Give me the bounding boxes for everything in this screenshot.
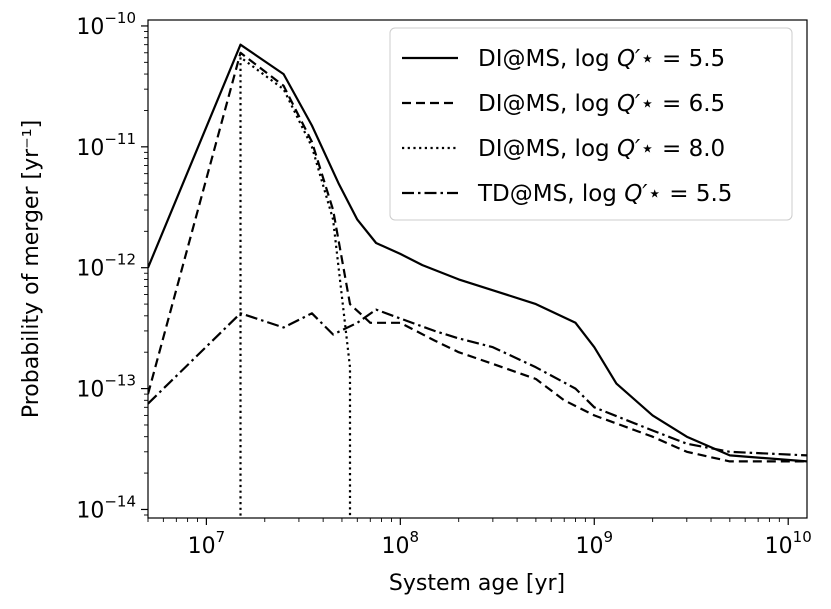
plot-frame [147,19,808,519]
x-axis-label: System age [yr] [389,571,565,596]
legend-label: DI@MS, log Q′⋆ = 8.0 [478,136,725,162]
y-tick-label: 10−13 [76,372,136,403]
y-tick-label: 10−11 [76,130,136,161]
series-line-dashdot [148,308,807,457]
x-tick-label: 108 [382,528,420,559]
legend-box [389,27,793,221]
series-layer [148,43,807,516]
y-tick-label: 10−12 [76,251,136,282]
y-axis-label: Probability of merger [yr⁻¹] [19,120,44,418]
series-line-dotted [239,56,352,516]
x-tick-label: 109 [575,528,613,559]
y-tick-label: 10−10 [76,9,136,40]
legend-label: TD@MS, log Q′⋆ = 5.5 [477,181,732,207]
series-line-dashed [148,51,807,463]
legend-label: DI@MS, log Q′⋆ = 6.5 [478,91,725,117]
series-line-solid [148,43,807,463]
y-tick-label: 10−14 [76,492,136,523]
y-axis-ticks: 10−14 10−13 10−12 10−11 10−10 [76,9,148,523]
legend: DI@MS, log Q′⋆ = 5.5 DI@MS, log Q′⋆ = 6.5… [389,27,793,221]
x-tick-label: 107 [188,528,226,559]
legend-label: DI@MS, log Q′⋆ = 5.5 [478,46,725,72]
x-tick-label: 1010 [765,528,812,559]
x-axis-ticks: 107 108 109 1010 [147,518,812,559]
